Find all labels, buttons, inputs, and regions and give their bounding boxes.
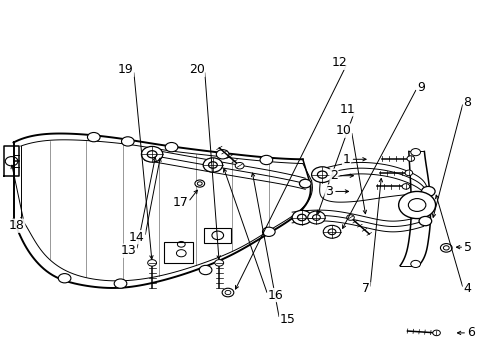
Circle shape — [421, 186, 434, 197]
Circle shape — [214, 260, 223, 266]
Circle shape — [307, 211, 325, 224]
Circle shape — [121, 137, 134, 146]
Text: 5: 5 — [463, 240, 471, 254]
Text: 11: 11 — [339, 103, 355, 116]
Circle shape — [346, 215, 354, 220]
Text: 16: 16 — [267, 288, 283, 302]
Text: 7: 7 — [361, 283, 369, 296]
Text: 4: 4 — [462, 283, 470, 296]
Circle shape — [398, 192, 435, 219]
Circle shape — [260, 156, 272, 165]
Circle shape — [235, 162, 244, 169]
Text: 19: 19 — [118, 63, 133, 76]
Text: 20: 20 — [188, 63, 204, 76]
Text: 2: 2 — [329, 169, 337, 182]
Circle shape — [216, 150, 228, 159]
Text: 8: 8 — [462, 96, 470, 109]
Circle shape — [406, 156, 414, 161]
Circle shape — [114, 279, 126, 288]
Circle shape — [165, 143, 178, 152]
Circle shape — [432, 330, 440, 336]
Circle shape — [141, 147, 163, 162]
Circle shape — [323, 225, 340, 238]
Circle shape — [203, 158, 222, 172]
FancyBboxPatch shape — [164, 242, 193, 263]
Text: 13: 13 — [121, 244, 136, 257]
Circle shape — [418, 216, 431, 226]
Circle shape — [404, 170, 412, 176]
Circle shape — [147, 260, 156, 266]
Circle shape — [410, 149, 420, 156]
Text: 12: 12 — [331, 56, 347, 69]
Circle shape — [195, 180, 204, 187]
Circle shape — [199, 265, 211, 275]
Circle shape — [311, 167, 332, 183]
Text: 3: 3 — [325, 185, 332, 198]
Text: 14: 14 — [129, 231, 144, 244]
Circle shape — [401, 184, 409, 189]
Circle shape — [410, 260, 420, 267]
Circle shape — [440, 244, 451, 252]
Text: 9: 9 — [416, 81, 424, 94]
FancyBboxPatch shape — [203, 228, 231, 243]
Text: 10: 10 — [335, 124, 351, 137]
Circle shape — [87, 132, 100, 142]
Circle shape — [291, 210, 311, 225]
Text: 1: 1 — [342, 153, 350, 166]
Circle shape — [299, 179, 310, 188]
Text: 15: 15 — [279, 313, 295, 326]
Circle shape — [262, 227, 275, 237]
Text: 6: 6 — [466, 327, 474, 339]
Circle shape — [222, 288, 233, 297]
Circle shape — [58, 274, 71, 283]
Text: 18: 18 — [9, 219, 25, 232]
Text: 17: 17 — [172, 195, 188, 209]
